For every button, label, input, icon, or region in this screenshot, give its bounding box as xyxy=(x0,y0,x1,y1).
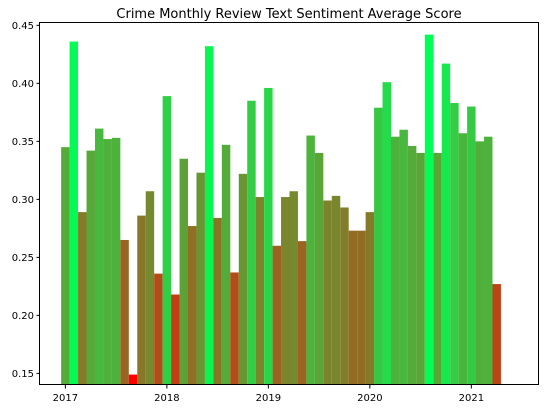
bar xyxy=(103,139,112,385)
bar xyxy=(162,96,172,385)
bar xyxy=(213,217,222,385)
bar xyxy=(94,128,104,386)
x-tick-label: 2019 xyxy=(256,393,281,404)
bar xyxy=(128,374,138,385)
bar xyxy=(382,82,391,385)
y-axis: 0.15 0.20 0.25 0.30 0.35 0.40 0.45 xyxy=(12,21,40,380)
bar xyxy=(492,284,501,385)
bar xyxy=(399,129,408,385)
bar xyxy=(306,135,315,385)
bar xyxy=(357,230,366,385)
bar xyxy=(365,212,375,385)
bar xyxy=(340,207,349,385)
x-tick-label: 2017 xyxy=(53,393,78,404)
bar xyxy=(247,100,256,385)
bar xyxy=(221,144,231,385)
x-axis: 2017 2018 2019 2020 2021 xyxy=(53,385,484,404)
bar xyxy=(272,245,282,385)
bar xyxy=(314,152,324,385)
bar xyxy=(171,294,180,385)
bar xyxy=(204,46,214,385)
bar xyxy=(154,273,163,385)
bar xyxy=(348,230,358,385)
bar xyxy=(475,141,485,385)
x-tick-label: 2021 xyxy=(459,393,484,404)
y-tick-label: 0.40 xyxy=(12,79,34,90)
x-tick-label: 2020 xyxy=(357,393,382,404)
bar xyxy=(86,150,95,385)
bar xyxy=(145,191,155,385)
bar xyxy=(264,87,273,385)
bar xyxy=(323,200,332,385)
bar xyxy=(467,106,476,386)
bar xyxy=(238,173,248,385)
bar xyxy=(188,226,197,385)
bar xyxy=(374,107,383,385)
y-tick-label: 0.30 xyxy=(12,195,34,206)
bar xyxy=(78,212,87,385)
bar xyxy=(69,41,79,386)
bar xyxy=(407,145,417,385)
bar xyxy=(433,152,442,385)
bar xyxy=(484,136,493,385)
bar xyxy=(61,147,70,385)
bar xyxy=(196,172,205,385)
plot-frame xyxy=(39,22,539,385)
bar xyxy=(111,137,121,385)
y-tick-label: 0.35 xyxy=(12,137,34,148)
y-tick-label: 0.20 xyxy=(12,311,34,322)
bar xyxy=(441,63,451,385)
bar xyxy=(179,158,189,385)
bar xyxy=(230,272,239,385)
y-tick-label: 0.15 xyxy=(12,369,34,380)
bar xyxy=(390,136,400,385)
bar xyxy=(424,34,434,385)
bar xyxy=(281,197,290,385)
bar xyxy=(120,239,129,385)
bar xyxy=(137,215,146,385)
bar xyxy=(458,133,468,385)
y-tick-label: 0.45 xyxy=(12,21,34,32)
chart-title: Crime Monthly Review Text Sentiment Aver… xyxy=(116,7,461,22)
bar xyxy=(450,103,459,386)
bar xyxy=(416,152,425,385)
bar xyxy=(289,191,298,385)
bar xyxy=(331,195,341,385)
y-tick-label: 0.25 xyxy=(12,253,34,264)
x-tick-label: 2018 xyxy=(154,393,179,404)
bar xyxy=(297,241,307,385)
bar xyxy=(255,197,265,385)
bars-group xyxy=(61,34,501,386)
